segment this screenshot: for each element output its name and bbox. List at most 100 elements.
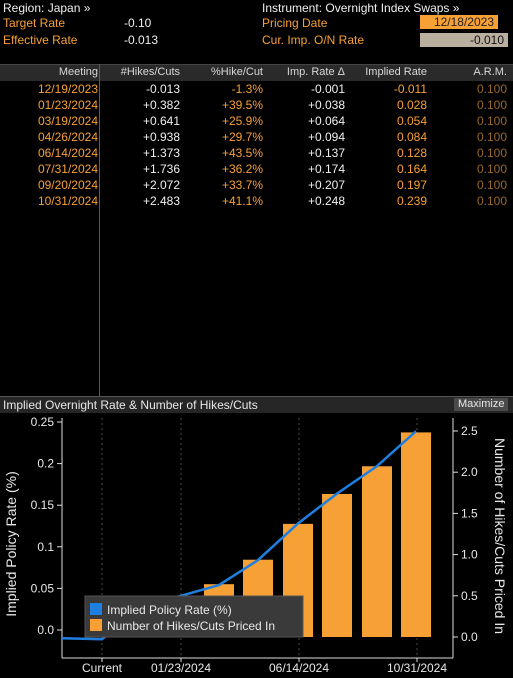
region-selector[interactable]: Region: Japan » bbox=[3, 1, 91, 15]
meetings-table: Meeting #Hikes/Cuts %Hike/Cut Imp. Rate … bbox=[0, 64, 513, 396]
col-pct-hike-cut[interactable]: %Hike/Cut bbox=[211, 66, 263, 78]
cell-arm: 0.100 bbox=[476, 82, 507, 96]
cell-hikes: +0.641 bbox=[142, 114, 180, 128]
y-tick-label: 0.05 bbox=[31, 581, 55, 595]
x-axis: Current 01/23/2024 06/14/2024 10/31/2024 bbox=[82, 658, 447, 675]
effective-rate-value: -0.013 bbox=[124, 33, 159, 47]
cell-meeting: 04/26/2024 bbox=[37, 130, 98, 144]
table-row[interactable]: 06/14/2024 +1.373 +43.5% +0.137 0.128 0.100 bbox=[0, 145, 513, 161]
header-panel: Region: Japan » Instrument: Overnight In… bbox=[0, 0, 513, 60]
x-tick-label: 10/31/2024 bbox=[387, 661, 447, 675]
target-rate-label: Target Rate bbox=[3, 16, 66, 30]
bar-07/31/2024 bbox=[322, 493, 352, 637]
cell-arm: 0.100 bbox=[476, 162, 507, 176]
cell-meeting: 01/23/2024 bbox=[37, 98, 98, 112]
col-implied-rate[interactable]: Implied Rate bbox=[365, 66, 427, 78]
cell-meeting: 07/31/2024 bbox=[37, 162, 98, 176]
left-axis: 0.25 0.2 0.15 0.1 0.05 0.0 bbox=[31, 415, 62, 637]
maximize-button[interactable]: Maximize bbox=[454, 398, 509, 411]
bar-09/20/2024 bbox=[362, 466, 392, 637]
y2-axis-label: Number of Hikes/Cuts Priced In bbox=[492, 438, 508, 634]
cell-hikes: +0.382 bbox=[142, 98, 180, 112]
cell-implied: 0.128 bbox=[396, 146, 427, 160]
cell-meeting: 10/31/2024 bbox=[37, 194, 98, 208]
cell-pct: +25.9% bbox=[221, 114, 263, 128]
cell-hikes: -0.013 bbox=[145, 82, 180, 96]
table-row[interactable]: 10/31/2024 +2.483 +41.1% +0.248 0.239 0.100 bbox=[0, 193, 513, 209]
x-tick-label: 01/23/2024 bbox=[151, 661, 211, 675]
cell-hikes: +2.072 bbox=[142, 178, 180, 192]
table-row[interactable]: 07/31/2024 +1.736 +36.2% +0.174 0.164 0.100 bbox=[0, 161, 513, 177]
col-imp-rate-delta[interactable]: Imp. Rate Δ bbox=[286, 66, 345, 78]
pricing-date-field[interactable]: 12/18/2023 bbox=[420, 15, 498, 29]
cell-implied: 0.239 bbox=[396, 194, 427, 208]
x-tick-label: Current bbox=[82, 661, 123, 675]
cell-hikes: +1.373 bbox=[142, 146, 180, 160]
cell-meeting: 09/20/2024 bbox=[37, 178, 98, 192]
y2-tick-label: 0.5 bbox=[461, 589, 478, 603]
col-arm[interactable]: A.R.M. bbox=[473, 66, 507, 78]
cell-pct: +41.1% bbox=[221, 194, 263, 208]
cell-arm: 0.100 bbox=[476, 114, 507, 128]
cell-delta: +0.248 bbox=[307, 194, 345, 208]
cell-pct: -1.3% bbox=[231, 82, 263, 96]
y-tick-label: 0.25 bbox=[31, 415, 55, 429]
chart-area[interactable]: 0.25 0.2 0.15 0.1 0.05 0.0 2.5 2.0 1.5 1.0 0.5 0.0… bbox=[0, 412, 513, 678]
cur-imp-rate-label: Cur. Imp. O/N Rate bbox=[262, 33, 365, 47]
table-row[interactable]: 12/19/2023 -0.013 -1.3% -0.001 -0.011 0.100 bbox=[0, 81, 513, 97]
chart-title-bar: Implied Overnight Rate & Number of Hikes… bbox=[0, 396, 513, 413]
cell-hikes: +1.736 bbox=[142, 162, 180, 176]
effective-rate-label: Effective Rate bbox=[3, 33, 78, 47]
cell-implied: 0.197 bbox=[396, 178, 427, 192]
col-meeting[interactable]: Meeting bbox=[58, 66, 98, 78]
instrument-selector[interactable]: Instrument: Overnight Index Swaps » bbox=[262, 1, 460, 15]
y-tick-label: 0.0 bbox=[37, 623, 54, 637]
cell-implied: 0.054 bbox=[396, 114, 427, 128]
y2-tick-label: 1.0 bbox=[461, 548, 478, 562]
y2-tick-label: 1.5 bbox=[461, 506, 478, 520]
table-row[interactable]: 03/19/2024 +0.641 +25.9% +0.064 0.054 0.100 bbox=[0, 113, 513, 129]
cell-delta: +0.174 bbox=[307, 162, 345, 176]
target-rate-value: -0.10 bbox=[124, 16, 152, 30]
cell-delta: +0.038 bbox=[307, 98, 345, 112]
cell-pct: +39.5% bbox=[221, 98, 263, 112]
right-axis: 2.5 2.0 1.5 1.0 0.5 0.0 bbox=[453, 424, 478, 644]
table-row[interactable]: 01/23/2024 +0.382 +39.5% +0.038 0.028 0.100 bbox=[0, 97, 513, 113]
cur-imp-rate-field[interactable]: -0.010 bbox=[420, 33, 508, 47]
table-column-divider bbox=[99, 64, 100, 396]
y2-tick-label: 2.0 bbox=[461, 465, 478, 479]
cell-meeting: 03/19/2024 bbox=[37, 114, 98, 128]
bar-10/31/2024 bbox=[401, 432, 431, 637]
cell-implied: 0.164 bbox=[396, 162, 427, 176]
chart-legend: Implied Policy Rate (%) Number of Hikes/… bbox=[84, 595, 304, 638]
chart-title: Implied Overnight Rate & Number of Hikes… bbox=[3, 398, 258, 412]
table-row[interactable]: 04/26/2024 +0.938 +29.7% +0.094 0.084 0.100 bbox=[0, 129, 513, 145]
cell-arm: 0.100 bbox=[476, 146, 507, 160]
cell-arm: 0.100 bbox=[476, 194, 507, 208]
y-axis-label: Implied Policy Rate (%) bbox=[3, 471, 19, 617]
cell-implied: 0.084 bbox=[396, 130, 427, 144]
cell-meeting: 12/19/2023 bbox=[37, 82, 98, 96]
y-tick-label: 0.1 bbox=[37, 540, 54, 554]
cell-hikes: +2.483 bbox=[142, 194, 180, 208]
cell-pct: +33.7% bbox=[221, 178, 263, 192]
x-tick-label: 06/14/2024 bbox=[269, 661, 329, 675]
cell-pct: +36.2% bbox=[221, 162, 263, 176]
cell-delta: +0.137 bbox=[307, 146, 345, 160]
cell-delta: +0.094 bbox=[307, 130, 345, 144]
cell-pct: +43.5% bbox=[221, 146, 263, 160]
table-row[interactable]: 09/20/2024 +2.072 +33.7% +0.207 0.197 0.100 bbox=[0, 177, 513, 193]
table-header: Meeting #Hikes/Cuts %Hike/Cut Imp. Rate … bbox=[0, 64, 513, 81]
cell-delta: +0.207 bbox=[307, 178, 345, 192]
cell-arm: 0.100 bbox=[476, 178, 507, 192]
cell-pct: +29.7% bbox=[221, 130, 263, 144]
cell-delta: -0.001 bbox=[310, 82, 345, 96]
y2-tick-label: 0.0 bbox=[461, 630, 478, 644]
legend-swatch-bar bbox=[90, 619, 102, 631]
cell-meeting: 06/14/2024 bbox=[37, 146, 98, 160]
cell-delta: +0.064 bbox=[307, 114, 345, 128]
y-tick-label: 0.15 bbox=[31, 498, 55, 512]
legend-label-line: Implied Policy Rate (%) bbox=[107, 603, 232, 617]
col-hikes-cuts[interactable]: #Hikes/Cuts bbox=[120, 66, 180, 78]
cell-arm: 0.100 bbox=[476, 130, 507, 144]
